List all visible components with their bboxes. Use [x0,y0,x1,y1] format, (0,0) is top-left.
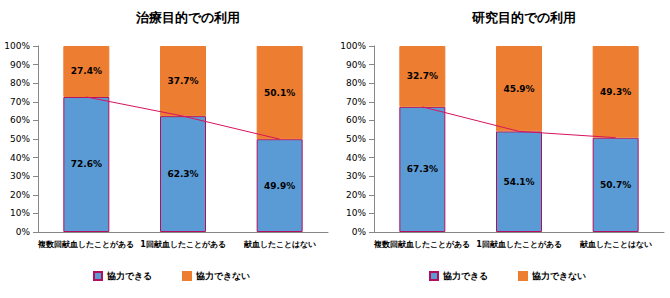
svg-text:治療目的での利用: 治療目的での利用 [135,10,240,25]
svg-text:72.6%: 72.6% [71,159,102,169]
svg-text:49.3%: 49.3% [600,87,631,97]
svg-text:90%: 90% [10,60,30,70]
svg-text:50.7%: 50.7% [600,180,631,190]
svg-text:30%: 30% [346,171,366,181]
svg-text:0%: 0% [16,227,31,237]
svg-text:67.3%: 67.3% [407,164,438,174]
svg-text:40%: 40% [346,153,366,163]
svg-text:45.9%: 45.9% [503,84,534,94]
svg-text:複数回献血したことがある: 複数回献血したことがある [37,240,134,249]
svg-text:50%: 50% [346,134,366,144]
svg-text:70%: 70% [10,97,30,107]
svg-text:20%: 20% [346,190,366,200]
svg-text:54.1%: 54.1% [503,177,534,187]
svg-text:20%: 20% [10,190,30,200]
svg-text:1回献血したことがある: 1回献血したことがある [140,240,226,249]
svg-text:50%: 50% [10,134,30,144]
svg-text:27.4%: 27.4% [71,66,102,76]
svg-text:100%: 100% [4,41,30,51]
svg-text:49.9%: 49.9% [264,181,295,191]
svg-text:80%: 80% [10,78,30,88]
svg-text:10%: 10% [10,208,30,218]
svg-text:32.7%: 32.7% [407,71,438,81]
svg-text:40%: 40% [10,153,30,163]
svg-text:0%: 0% [352,227,367,237]
svg-text:献血したことはない: 献血したことはない [580,240,652,249]
svg-text:70%: 70% [346,97,366,107]
svg-text:研究目的での利用: 研究目的での利用 [471,10,576,25]
svg-text:30%: 30% [10,171,30,181]
svg-text:複数回献血したことがある: 複数回献血したことがある [373,240,470,249]
svg-text:協力できる: 協力できる [106,271,152,281]
svg-text:1回献血したことがある: 1回献血したことがある [476,240,562,249]
svg-text:協力できる: 協力できる [442,271,488,281]
svg-text:50.1%: 50.1% [264,88,295,98]
svg-text:80%: 80% [346,78,366,88]
svg-text:62.3%: 62.3% [167,169,198,179]
svg-text:10%: 10% [346,208,366,218]
svg-text:献血したことはない: 献血したことはない [244,240,316,249]
svg-text:90%: 90% [346,60,366,70]
svg-text:60%: 60% [10,115,30,125]
svg-text:協力できない: 協力できない [531,271,586,281]
svg-text:協力できない: 協力できない [195,271,250,281]
svg-text:100%: 100% [340,41,366,51]
svg-text:37.7%: 37.7% [167,76,198,86]
svg-text:60%: 60% [346,115,366,125]
